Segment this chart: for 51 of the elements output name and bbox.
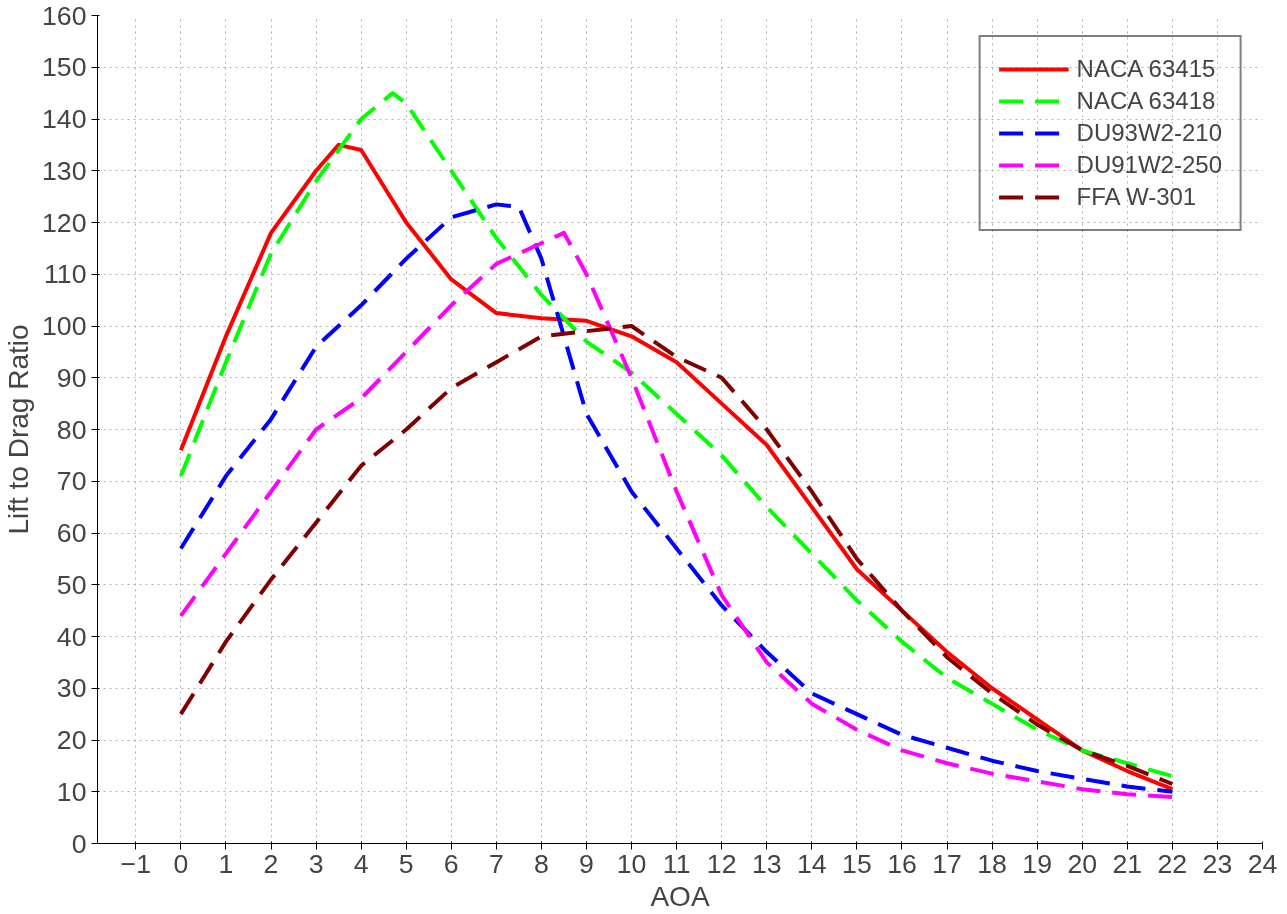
- x-tick-label: 21: [1112, 848, 1143, 879]
- y-tick-label: 100: [42, 311, 87, 341]
- x-tick-label: 17: [932, 848, 962, 879]
- x-tick-label: 22: [1157, 848, 1188, 879]
- legend-label: NACA 63418: [1076, 87, 1216, 115]
- legend-label: DU91W2-250: [1076, 151, 1222, 179]
- x-tick-label: 15: [842, 848, 872, 879]
- y-tick-label: 70: [56, 466, 87, 497]
- x-tick-label: 18: [977, 848, 1007, 879]
- x-tick-label: 1: [218, 848, 234, 879]
- legend-label: DU93W2-210: [1076, 119, 1222, 147]
- x-axis-title: AOA: [650, 880, 710, 912]
- y-tick-label: 140: [42, 104, 87, 134]
- x-tick-label: 20: [1067, 848, 1098, 879]
- legend-label: FFA W-301: [1076, 183, 1197, 211]
- legend-label: NACA 63415: [1076, 55, 1216, 83]
- x-tick-label: 12: [706, 848, 737, 879]
- y-tick-label: 130: [42, 155, 87, 186]
- y-tick-label: 110: [44, 259, 87, 290]
- x-tick-label: 5: [398, 848, 414, 879]
- y-tick-label: 120: [42, 207, 87, 238]
- y-axis-title: Lift to Drag Ratio: [3, 324, 35, 535]
- x-tick-label: 11: [662, 848, 691, 879]
- x-tick-label: 7: [488, 848, 504, 879]
- x-tick-label: 14: [797, 848, 827, 879]
- y-tick-label: 50: [56, 569, 87, 600]
- x-tick-label: 8: [534, 848, 549, 879]
- x-tick-label: −1: [120, 848, 152, 879]
- x-tick-label: 16: [887, 848, 917, 879]
- x-tick-label: 6: [443, 848, 459, 879]
- y-tick-label: 40: [56, 621, 87, 652]
- y-tick-label: 30: [56, 673, 87, 704]
- y-tick-label: 150: [42, 52, 87, 83]
- y-tick-label: 0: [71, 828, 87, 859]
- line-series: [178, 324, 1175, 786]
- x-tick-label: 19: [1022, 848, 1052, 879]
- x-tick-label: 13: [751, 848, 782, 879]
- y-tick-label: 60: [56, 518, 87, 548]
- x-tick-label: 2: [263, 848, 279, 879]
- x-tick-label: 9: [579, 848, 594, 879]
- x-tick-label: 23: [1202, 848, 1233, 879]
- x-tick-label: 3: [308, 848, 324, 879]
- x-tick-label: 10: [616, 848, 647, 879]
- x-tick-label: 4: [353, 848, 369, 879]
- y-tick-label: 10: [56, 776, 87, 807]
- y-tick-label: 20: [56, 725, 87, 755]
- y-tick-label: 160: [42, 0, 87, 31]
- x-tick-label: 24: [1247, 848, 1278, 879]
- x-tick-label: 0: [173, 848, 189, 879]
- y-tick-label: 80: [56, 414, 87, 445]
- y-tick-label: 90: [56, 362, 87, 393]
